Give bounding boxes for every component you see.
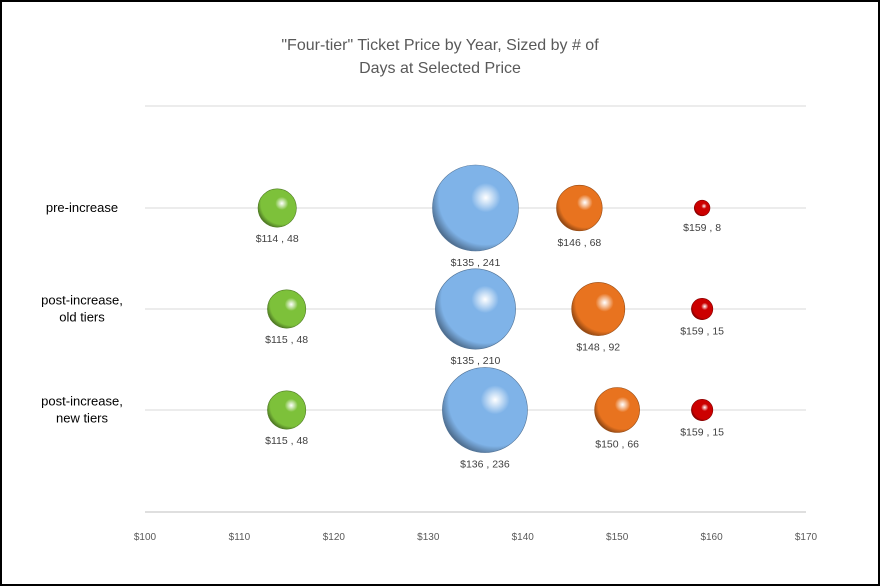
chart-title-line-1: "Four-tier" Ticket Price by Year, Sized … xyxy=(281,37,599,54)
category-label: post-increase, old tiers xyxy=(41,293,123,325)
bubble-marker xyxy=(594,387,640,433)
bubble-data-label: $115 , 48 xyxy=(265,435,308,447)
bubble-marker xyxy=(693,199,711,217)
bubble-marker xyxy=(267,390,307,430)
x-tick-label: $130 xyxy=(417,532,440,543)
category-label-line: new tiers xyxy=(56,411,109,426)
bubble-data-label: $114 , 48 xyxy=(256,233,299,245)
chart-title-line-2: Days at Selected Price xyxy=(359,60,521,77)
x-tick-label: $110 xyxy=(229,532,251,543)
bubble-marker xyxy=(257,188,297,228)
category-label-line: pre-increase xyxy=(46,200,118,215)
bubble-marker xyxy=(267,289,307,329)
x-tick-label: $150 xyxy=(606,532,629,543)
bubble-marker xyxy=(691,297,714,321)
x-tick-label: $170 xyxy=(795,532,818,543)
category-label-line: post-increase, xyxy=(41,394,123,409)
category-label: post-increase, new tiers xyxy=(41,394,123,426)
bubble-data-label: $150 , 66 xyxy=(595,439,639,451)
bubble-marker xyxy=(556,184,603,232)
bubble-marker xyxy=(432,164,519,252)
bubble-data-label: $159 , 15 xyxy=(680,326,724,338)
x-tick-label: $160 xyxy=(700,532,723,543)
category-label-line: old tiers xyxy=(59,310,105,325)
bubble-marker xyxy=(442,367,528,453)
bubble-data-label: $135 , 210 xyxy=(451,355,501,367)
bubble-data-label: $159 , 8 xyxy=(683,222,721,234)
category-label-line: post-increase, xyxy=(41,293,123,308)
bubble-marker xyxy=(435,268,516,350)
x-tick-label: $100 xyxy=(134,532,157,543)
category-label: pre-increase xyxy=(46,200,118,215)
bubble-data-label: $159 , 15 xyxy=(680,427,724,439)
x-tick-label: $120 xyxy=(323,532,346,543)
bubble-data-label: $148 , 92 xyxy=(576,342,620,354)
bubble-marker xyxy=(571,282,626,336)
bubble-data-label: $146 , 68 xyxy=(557,237,601,249)
x-tick-label: $140 xyxy=(512,532,535,543)
bubble-data-label: $115 , 48 xyxy=(265,334,308,346)
bubble-marker xyxy=(691,398,714,422)
bubble-data-label: $136 , 236 xyxy=(460,459,510,471)
bubble-data-label: $135 , 241 xyxy=(451,257,501,269)
chart-title: "Four-tier" Ticket Price by Year, Sized … xyxy=(2,34,878,80)
